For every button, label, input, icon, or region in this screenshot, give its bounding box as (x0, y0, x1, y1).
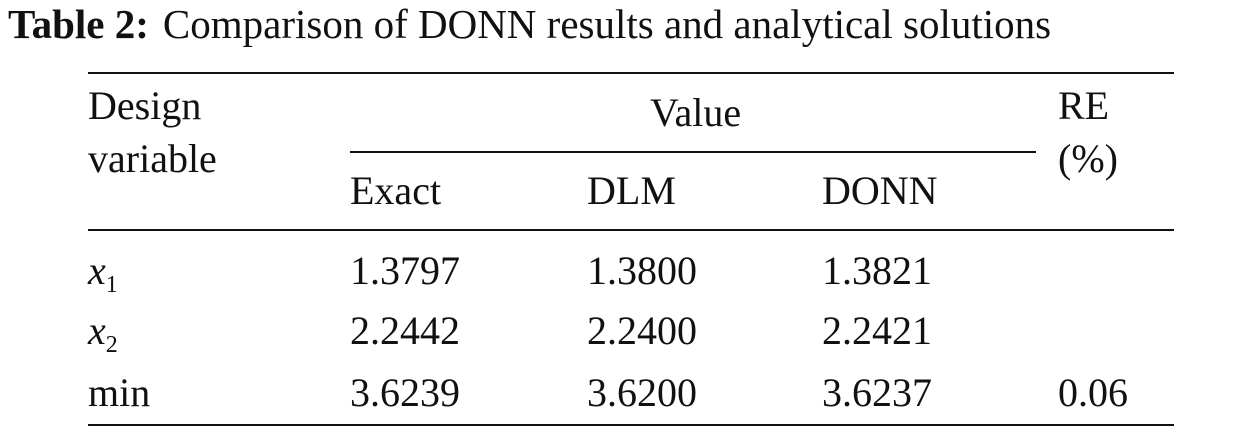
header-cell: DONN (822, 168, 938, 213)
cell: 3.6237 (822, 370, 932, 415)
cell: 2.2421 (822, 308, 932, 353)
cell: 3.6239 (350, 370, 460, 415)
caption-text: Comparison of DONN results and analytica… (162, 1, 1052, 47)
header-rule (88, 229, 1174, 231)
symbol: x (88, 248, 106, 293)
caption-label: Table 2: (8, 1, 149, 47)
row-label: min (88, 370, 151, 415)
header-cell: Exact (350, 168, 442, 213)
cell: 1.3800 (587, 248, 697, 293)
header-cell: Design (88, 83, 202, 128)
subscript: 2 (105, 332, 118, 358)
header-group: Value (650, 90, 742, 135)
cell: 1.3821 (822, 248, 932, 293)
bottom-rule (88, 424, 1174, 426)
header-cell: variable (88, 136, 217, 181)
subscript: 1 (105, 272, 118, 298)
top-rule (88, 72, 1174, 74)
row-label: x1 (88, 251, 118, 305)
group-rule (350, 151, 1036, 153)
cell: 2.2442 (350, 308, 460, 353)
cell: 0.06 (1058, 370, 1128, 415)
row-label: x2 (88, 311, 118, 365)
table-caption: Table 2: Comparison of DONN results and a… (8, 4, 1051, 45)
symbol: x (88, 308, 106, 353)
header-cell: (%) (1058, 136, 1118, 181)
cell: 3.6200 (587, 370, 697, 415)
cell: 2.2400 (587, 308, 697, 353)
header-cell: RE (1058, 83, 1110, 128)
cell: 1.3797 (350, 248, 460, 293)
header-cell: DLM (587, 168, 676, 213)
